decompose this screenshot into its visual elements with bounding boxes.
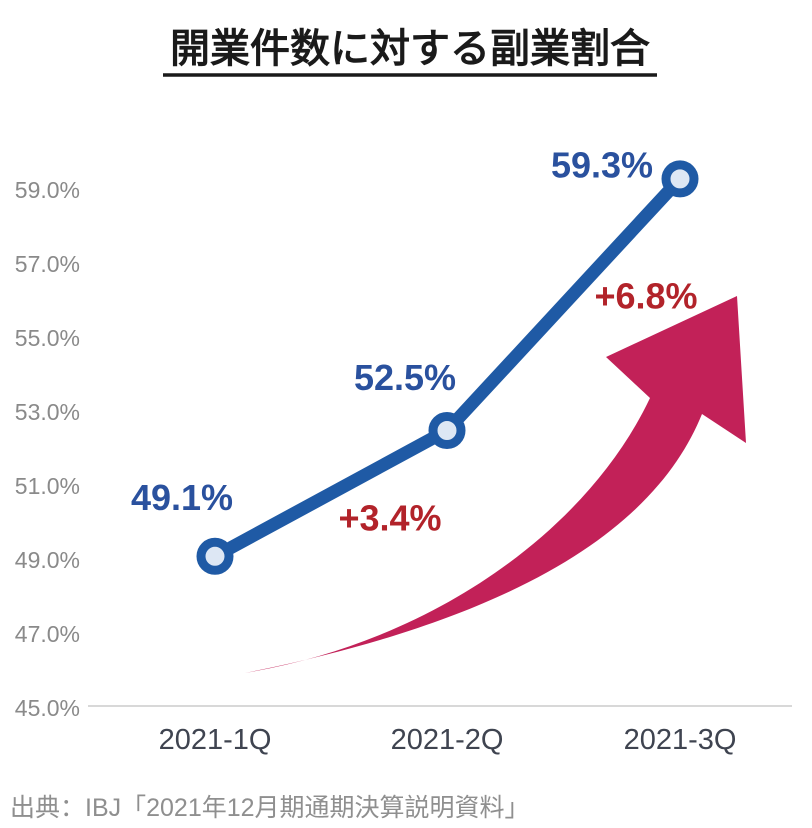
- data-point-label: 49.1%: [131, 477, 233, 518]
- y-axis-tick: 51.0%: [15, 473, 80, 499]
- y-axis-tick: 53.0%: [15, 399, 80, 425]
- data-point-marker: [428, 412, 466, 449]
- y-axis-tick: 45.0%: [15, 695, 80, 721]
- chart-title: 開業件数に対する副業割合: [170, 27, 650, 71]
- data-point-marker: [196, 537, 234, 575]
- source-caption: 出典：IBJ「2021年12月期通期決算説明資料」: [10, 794, 530, 822]
- x-axis-label: 2021-3Q: [624, 724, 737, 756]
- y-axis-tick: 55.0%: [15, 325, 80, 351]
- y-axis-tick: 59.0%: [15, 177, 80, 203]
- delta-label: +3.4%: [338, 498, 441, 539]
- data-point-label: 59.3%: [551, 144, 653, 185]
- growth-swoosh-arrow-icon: [245, 296, 746, 673]
- x-axis-label: 2021-2Q: [391, 724, 504, 756]
- y-axis-tick: 57.0%: [15, 251, 80, 277]
- x-axis-label: 2021-1Q: [159, 724, 272, 756]
- delta-label: +6.8%: [594, 276, 697, 317]
- y-axis-tick: 49.0%: [15, 547, 80, 573]
- data-point-marker: [661, 160, 699, 198]
- data-point-label: 52.5%: [354, 357, 456, 398]
- y-axis-tick: 47.0%: [15, 621, 80, 647]
